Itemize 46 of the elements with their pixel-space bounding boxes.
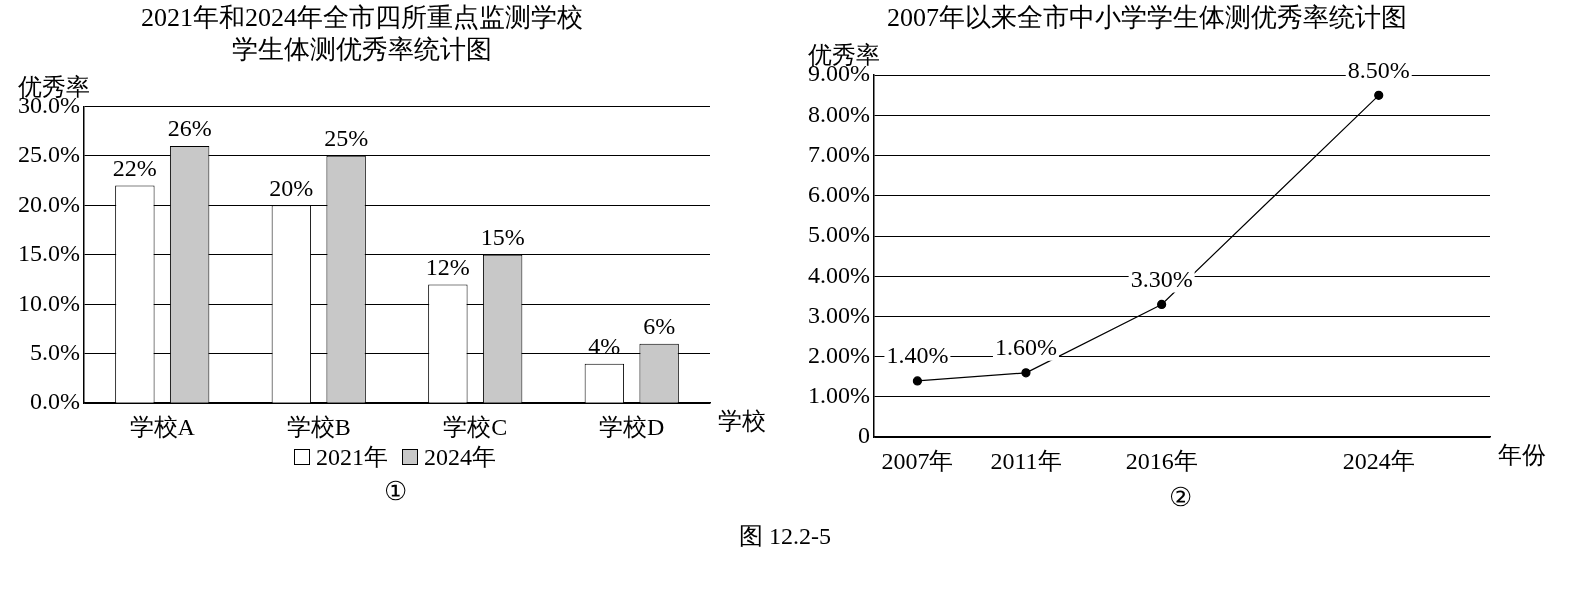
y-tick-label: 8.00% [807, 100, 870, 127]
y-tick-label: 4.00% [807, 261, 870, 288]
caption: 图 12.2-5 [738, 522, 832, 551]
x-tick-label: 2024年 [1342, 447, 1415, 474]
chart-title: 2007年以来全市中小学学生体测优秀率统计图 [887, 3, 1407, 33]
x-tick-label: 学校C [443, 413, 508, 440]
y-tick-label: 7.00% [807, 140, 870, 167]
x-axis-title: 学校 [718, 408, 766, 435]
text: ② [1168, 482, 1192, 514]
y-tick-label: 5.00% [807, 221, 870, 248]
data-label: 8.50% [1347, 56, 1410, 83]
y-tick-label: 20.0% [17, 190, 80, 217]
x-tick-label: 2011年 [990, 447, 1062, 474]
point [1374, 90, 1384, 100]
x-tick-label: 学校B [286, 413, 351, 440]
data-label: 22% [112, 154, 157, 181]
data-label: 12% [425, 253, 470, 280]
y-tick-label: 3.00% [807, 301, 870, 328]
y-tick-label: 2.00% [807, 342, 870, 369]
y-tick-label: 25.0% [17, 141, 80, 168]
x-tick-label: 学校A [129, 413, 196, 440]
data-label: 20% [269, 174, 314, 201]
data-label: 6% [643, 313, 676, 340]
y-tick-label: 0.0% [29, 388, 80, 415]
data-label: 15% [480, 224, 525, 251]
data-label: 1.60% [994, 334, 1057, 361]
y-tick-label: 1.00% [807, 382, 870, 409]
series-label: 2021年 [316, 443, 388, 472]
data-label: 26% [167, 115, 212, 142]
y-tick-label: 15.0% [17, 240, 80, 267]
text: ① [383, 476, 407, 508]
y-tick-label: 5.0% [29, 339, 80, 366]
x-tick-label: 2007年 [881, 447, 954, 474]
data-label: 1.40% [886, 342, 949, 369]
x-tick-label: 学校D [599, 413, 665, 440]
data-label: 3.30% [1130, 265, 1193, 292]
chart-title: 2021年和2024年全市四所重点监测学校学生体测优秀率统计图 [141, 3, 583, 64]
data-label: 25% [324, 125, 369, 152]
x-axis-title: 年份 [1498, 442, 1546, 469]
y-tick-label: 0 [857, 422, 870, 449]
point [912, 376, 923, 386]
x-tick-label: 2016年 [1125, 447, 1198, 474]
y-tick-label: 6.00% [807, 181, 870, 208]
y-tick-label: 10.0% [17, 289, 80, 316]
point [1157, 299, 1167, 310]
point [1021, 368, 1031, 378]
